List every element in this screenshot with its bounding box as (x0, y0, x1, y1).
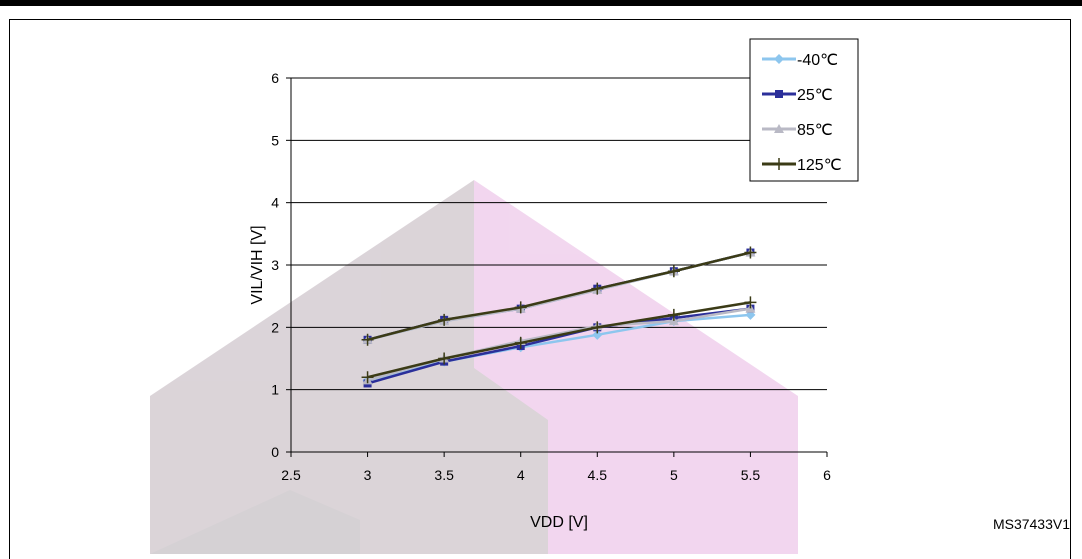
data-point (438, 352, 451, 365)
data-point (667, 265, 680, 278)
watermark-shape (150, 180, 474, 554)
y-tick-label: 5 (271, 132, 279, 148)
x-tick-label: 3.5 (434, 467, 454, 483)
series-line-vih (367, 251, 751, 342)
watermark-logo (150, 180, 798, 554)
y-tick-label: 3 (271, 257, 279, 273)
data-point (774, 124, 784, 133)
series-line-vil (367, 301, 751, 379)
data-point (591, 321, 604, 334)
y-axis-title: VIL/VIH [V] (249, 225, 266, 304)
y-tick-label: 2 (271, 319, 279, 335)
watermark-shape (150, 490, 360, 554)
x-tick-label: 6 (823, 467, 831, 483)
data-point (667, 308, 680, 321)
x-tick-label: 5.5 (741, 467, 761, 483)
data-point (514, 301, 527, 314)
x-tick-label: 5 (670, 467, 678, 483)
y-tick-label: 1 (271, 382, 279, 398)
data-point (438, 313, 451, 326)
x-tick-label: 3 (364, 467, 372, 483)
data-point (744, 296, 757, 309)
y-tick-label: 6 (271, 70, 279, 86)
legend: -40℃ 25℃ 85℃ 125℃ (749, 38, 859, 182)
data-point (592, 329, 603, 340)
figure-frame (9, 19, 1071, 559)
data-point (361, 371, 374, 384)
watermark-shape (402, 368, 548, 554)
data-point (744, 246, 757, 259)
data-point (361, 333, 374, 346)
top-caption-strip (0, 0, 1082, 6)
legend-label: 85℃ (797, 122, 833, 139)
data-point (591, 282, 604, 295)
x-tick-label: 4.5 (588, 467, 608, 483)
x-tick-label: 4 (517, 467, 525, 483)
y-tick-label: 0 (271, 444, 279, 460)
data-point (773, 158, 785, 170)
data-point (514, 336, 527, 349)
legend-label: 25℃ (797, 87, 833, 104)
figure-id: MS37433V1 (992, 516, 1070, 532)
data-point (775, 90, 783, 98)
watermark-shape (653, 368, 798, 554)
series-line-vil (367, 307, 751, 385)
legend-label: 125℃ (797, 157, 842, 174)
x-tick-label: 2.5 (281, 467, 301, 483)
legend-label: -40℃ (797, 52, 838, 69)
y-tick-label: 4 (271, 195, 279, 211)
data-point (774, 54, 784, 64)
x-axis-title: VDD [V] (530, 514, 588, 531)
series-3 (361, 246, 757, 384)
legend-box (749, 38, 859, 182)
